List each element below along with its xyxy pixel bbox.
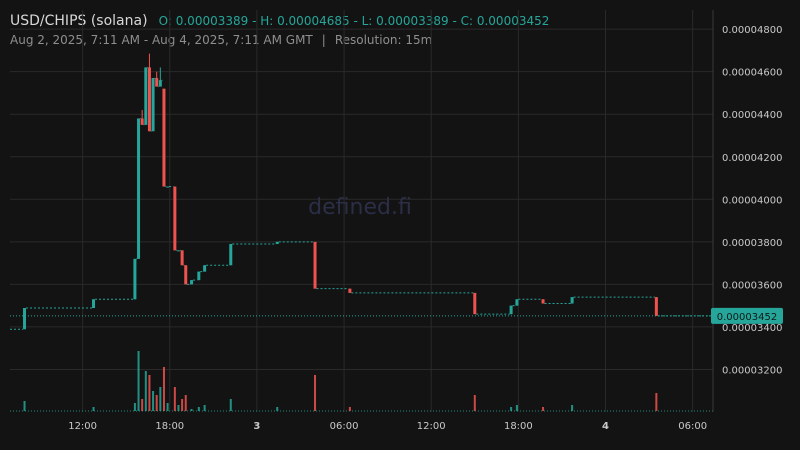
volume-bar xyxy=(152,391,155,411)
candle-body xyxy=(197,271,201,281)
volume-bar xyxy=(276,407,279,411)
grid-lines xyxy=(10,10,713,412)
candle-body xyxy=(166,186,170,188)
x-tick-label: 06:00 xyxy=(330,421,359,432)
candle-body xyxy=(203,265,207,272)
volume-bar xyxy=(159,387,162,411)
candle-body xyxy=(151,78,155,132)
candle-body xyxy=(180,250,184,266)
candle-body xyxy=(176,250,180,252)
last-price-badge: 0.00003452 xyxy=(711,307,783,324)
volume-bars xyxy=(10,351,713,412)
candle-body xyxy=(92,299,96,308)
volume-bar xyxy=(348,407,351,411)
volume-bar xyxy=(141,399,144,411)
candle-body xyxy=(313,241,317,289)
volume-bar xyxy=(515,405,518,411)
y-tick-label: 0.00003200 xyxy=(722,365,782,376)
resolution-label: Resolution: 15m xyxy=(334,33,433,47)
volume-bar xyxy=(133,403,136,411)
candle-body xyxy=(509,305,513,315)
volume-bar xyxy=(184,395,187,411)
candle-body xyxy=(275,241,279,244)
x-tick-label: 06:00 xyxy=(678,421,707,432)
candle-body xyxy=(541,299,545,304)
last-price-badge-bg xyxy=(711,307,783,324)
volume-bar xyxy=(166,403,169,411)
y-tick-label: 0.00004600 xyxy=(722,68,782,79)
candle-body xyxy=(147,67,151,132)
y-tick-label: 0.00004200 xyxy=(722,153,782,164)
price-axis[interactable]: 0.00003200 0.00003400 0.00003600 0.00003800… xyxy=(722,25,782,376)
candle-body xyxy=(140,118,144,125)
volume-bar xyxy=(173,387,176,411)
x-tick-label: 18:00 xyxy=(504,421,533,432)
y-tick-label: 0.00004800 xyxy=(722,25,782,36)
pair-title: USD/CHIPS (solana) xyxy=(10,13,148,29)
volume-bar xyxy=(229,399,232,411)
volume-bar xyxy=(92,407,95,411)
volume-bar xyxy=(148,375,151,411)
candle-body xyxy=(348,288,352,293)
volume-bar xyxy=(542,407,545,411)
candle-body xyxy=(23,307,27,330)
y-tick-label: 0.00003600 xyxy=(722,280,782,291)
volume-bar xyxy=(190,409,193,411)
volume-bar xyxy=(510,407,513,411)
candle-body xyxy=(190,280,194,285)
volume-bar xyxy=(162,367,165,411)
volume-bar xyxy=(177,405,180,411)
y-tick-label: 0.00004000 xyxy=(722,195,782,206)
y-tick-label: 0.00003400 xyxy=(722,323,782,334)
chart-header: USD/CHIPS (solana) O: 0.00003389 - H: 0.… xyxy=(10,10,549,29)
candle-body xyxy=(133,258,137,300)
candle-body xyxy=(184,265,188,285)
volume-bar xyxy=(137,351,140,411)
volume-bar xyxy=(181,399,184,411)
candle-body xyxy=(162,88,166,187)
candle-body xyxy=(654,297,658,316)
candle-body xyxy=(144,67,148,125)
candles xyxy=(23,53,658,330)
x-tick-label: 18:00 xyxy=(155,421,184,432)
candle-body xyxy=(155,78,159,87)
volume-bar xyxy=(203,405,206,411)
volume-bar xyxy=(655,393,658,411)
chart-subheader: Aug 2, 2025, 7:11 AM - Aug 4, 2025, 7:11… xyxy=(10,33,432,47)
candle-body xyxy=(570,297,574,304)
candle-body xyxy=(158,80,162,87)
volume-bar xyxy=(473,395,476,411)
volume-bar xyxy=(314,375,317,411)
separator: | xyxy=(321,33,326,47)
x-tick-label: 12:00 xyxy=(68,421,97,432)
candle-body xyxy=(473,292,477,315)
volume-bar xyxy=(197,407,200,411)
price-step-line xyxy=(10,66,712,330)
candle-body xyxy=(229,243,233,266)
candle-body xyxy=(515,299,519,306)
time-range: Aug 2, 2025, 7:11 AM - Aug 4, 2025, 7:11… xyxy=(10,33,313,47)
volume-bar xyxy=(144,371,147,411)
volume-bar xyxy=(23,401,26,411)
watermark: defined.fi xyxy=(308,195,412,220)
x-tick-label: 4 xyxy=(602,421,609,432)
time-axis[interactable]: 12:00 18:00 3 06:00 12:00 18:00 4 06:00 xyxy=(68,421,707,432)
ohlc-readout: O: 0.00003389 - H: 0.00004685 - L: 0.000… xyxy=(158,14,550,28)
x-tick-label: 12:00 xyxy=(417,421,446,432)
x-tick-label: 3 xyxy=(253,421,260,432)
volume-bar xyxy=(155,395,158,411)
last-price-label: 0.00003452 xyxy=(717,312,777,323)
y-tick-label: 0.00004400 xyxy=(722,110,782,121)
candle-body xyxy=(137,118,141,259)
candle-body xyxy=(173,186,177,251)
y-tick-label: 0.00003800 xyxy=(722,238,782,249)
volume-bar xyxy=(571,405,574,411)
